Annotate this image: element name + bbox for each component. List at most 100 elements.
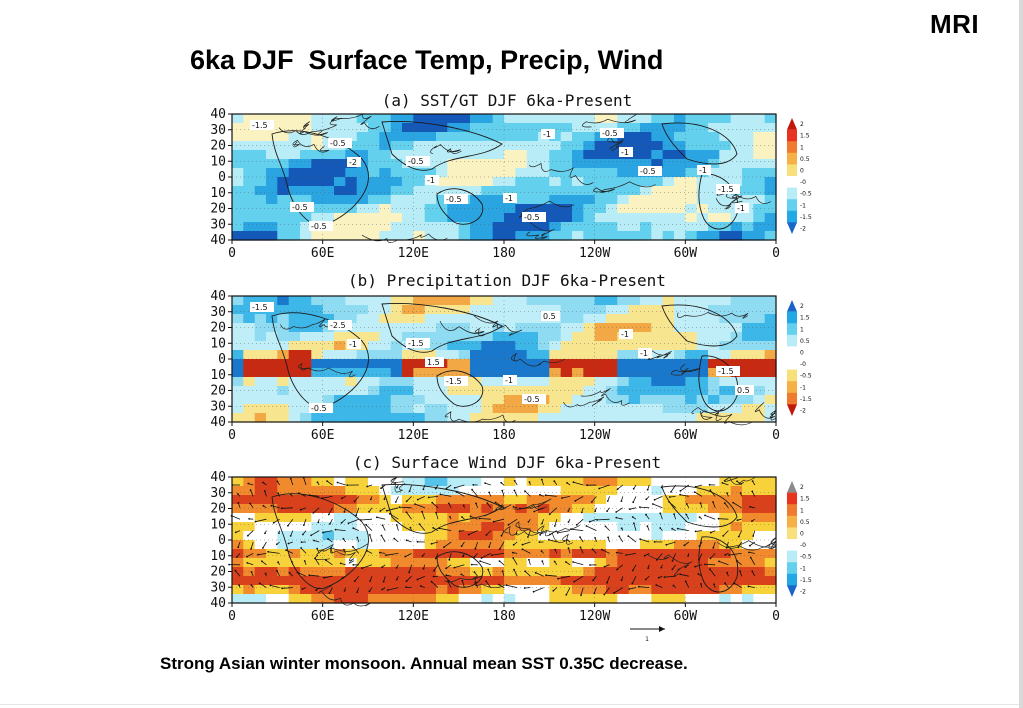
heatmap-cell (662, 386, 675, 396)
heatmap-cell (719, 549, 732, 559)
heatmap-cell (470, 341, 482, 351)
heatmap-cell (232, 222, 244, 232)
heatmap-cell (674, 549, 686, 559)
contour-line (677, 312, 749, 319)
heatmap-cell (232, 332, 244, 342)
wind-arrowhead (329, 523, 331, 525)
heatmap-cell (379, 504, 392, 514)
heatmap-cell (379, 204, 392, 214)
wind-vector (573, 575, 584, 582)
heatmap-cell (572, 576, 584, 586)
heatmap-cell (606, 168, 618, 178)
heatmap-cell (583, 386, 596, 396)
heatmap-cell (764, 159, 777, 169)
heatmap-cell (606, 486, 618, 496)
x-tick-label: 60E (311, 609, 334, 624)
heatmap-cell (617, 576, 630, 586)
heatmap-cell (753, 305, 766, 315)
wind-arrowhead (653, 498, 656, 501)
heatmap-cell (515, 332, 528, 342)
heatmap-cell (764, 168, 777, 178)
wind-vector (435, 553, 439, 559)
colorbar-label: -1.5 (800, 214, 812, 221)
heatmap-cell (277, 332, 290, 342)
wind-arrowhead (277, 492, 280, 495)
heatmap-cell (594, 386, 607, 396)
heatmap-cell (379, 558, 392, 568)
wind-arrowhead (296, 571, 299, 574)
heatmap-cell (300, 495, 312, 505)
heatmap-cell (651, 386, 664, 396)
heatmap-cell (583, 204, 596, 214)
wind-arrowhead (291, 561, 293, 563)
heatmap-cell (232, 305, 244, 315)
heatmap-cell (674, 413, 686, 423)
heatmap-cell (674, 186, 686, 196)
heatmap-cell (390, 305, 403, 315)
heatmap-cell (458, 231, 471, 241)
heatmap-cell (696, 314, 709, 324)
heatmap-cell (708, 585, 720, 595)
wind-arrowhead (341, 497, 343, 500)
heatmap-cell (640, 377, 652, 387)
wind-arrowhead (722, 535, 725, 537)
heatmap-cell (764, 231, 777, 241)
heatmap-cell (515, 413, 528, 423)
heatmap-cell (436, 132, 448, 142)
heatmap-cell (470, 350, 482, 360)
wind-arrowhead (751, 490, 754, 493)
wind-arrowhead (280, 507, 283, 510)
heatmap-cell (685, 585, 698, 595)
contour-line (361, 233, 448, 243)
heatmap-cell (526, 177, 539, 187)
wind-arrowhead (414, 503, 416, 505)
wind-arrowhead (684, 566, 687, 568)
heatmap-cell (368, 114, 380, 124)
contour-label: -1 (640, 349, 648, 358)
heatmap-cell (447, 204, 460, 214)
wind-arrowhead (645, 498, 648, 501)
heatmap-cell (458, 323, 471, 333)
heatmap-cell (526, 576, 539, 586)
heatmap-cell (538, 504, 550, 514)
contour-line (317, 585, 371, 607)
heatmap-cell (685, 222, 698, 232)
heatmap-cell (300, 231, 312, 241)
wind-vector (580, 587, 584, 596)
heatmap-cell (572, 332, 584, 342)
heatmap-cell (254, 504, 267, 514)
heatmap-cell (640, 186, 652, 196)
heatmap-cell (436, 195, 448, 205)
heatmap-cell (651, 323, 664, 333)
heatmap-cell (538, 495, 550, 505)
colorbar-segment (787, 539, 797, 551)
heatmap-cell (640, 522, 652, 532)
wind-vector (501, 490, 505, 497)
heatmap-cell (764, 531, 777, 541)
wind-arrowhead (672, 584, 675, 587)
heatmap-cell (742, 377, 754, 387)
heatmap-cell (447, 296, 460, 306)
heatmap-cell (243, 395, 256, 405)
heatmap-cell (368, 495, 380, 505)
heatmap-cell (254, 132, 267, 142)
contour-label: -0.5 (524, 213, 540, 222)
wind-vector (365, 524, 373, 531)
heatmap-cell (424, 186, 437, 196)
heatmap-cell (243, 159, 256, 169)
heatmap-cell (447, 314, 460, 324)
heatmap-cell (311, 231, 324, 241)
heatmap-cell (232, 314, 244, 324)
slide-right-border (1019, 0, 1023, 708)
wind-vector (495, 502, 505, 509)
heatmap-cell (719, 386, 732, 396)
heatmap-cell (424, 567, 437, 577)
contour-label: -0.5 (524, 395, 540, 404)
y-tick-label: 40 (210, 415, 226, 430)
heatmap-cell (277, 296, 290, 306)
heatmap-cell (583, 567, 596, 577)
heatmap-cell (719, 404, 732, 414)
heatmap-cell (730, 341, 743, 351)
heatmap-cell (436, 558, 448, 568)
wind-arrowhead (334, 528, 337, 531)
